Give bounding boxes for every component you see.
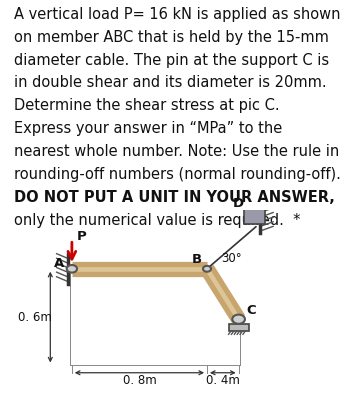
Text: B: B: [192, 253, 202, 266]
Text: on member ABC that is held by the 15-mm: on member ABC that is held by the 15-mm: [14, 29, 329, 45]
Text: nearest whole number. Note: Use the rule in: nearest whole number. Note: Use the rule…: [14, 144, 339, 159]
Text: DO NOT PUT A UNIT IN YOUR ANSWER,: DO NOT PUT A UNIT IN YOUR ANSWER,: [14, 190, 335, 205]
Circle shape: [67, 265, 77, 273]
Text: 30°: 30°: [221, 252, 242, 265]
Text: A vertical load P= 16 kN is applied as shown: A vertical load P= 16 kN is applied as s…: [14, 7, 340, 22]
Text: C: C: [246, 304, 256, 317]
Text: rounding-off numbers (normal rounding-off).: rounding-off numbers (normal rounding-of…: [14, 167, 341, 182]
FancyBboxPatch shape: [244, 205, 265, 223]
Text: A: A: [54, 257, 64, 270]
Text: Determine the shear stress at pic C.: Determine the shear stress at pic C.: [14, 98, 279, 113]
Text: in double shear and its diameter is 20mm.: in double shear and its diameter is 20mm…: [14, 76, 326, 90]
Text: 0. 6m: 0. 6m: [18, 311, 51, 323]
Text: only the numerical value is required.  *: only the numerical value is required. *: [14, 213, 300, 228]
Circle shape: [232, 315, 245, 324]
Text: diameter cable. The pin at the support C is: diameter cable. The pin at the support C…: [14, 52, 329, 68]
Text: 0. 4m: 0. 4m: [206, 374, 240, 386]
Text: Express your answer in “MPa” to the: Express your answer in “MPa” to the: [14, 121, 282, 136]
Circle shape: [203, 266, 211, 272]
FancyBboxPatch shape: [229, 324, 249, 331]
Text: D: D: [233, 197, 244, 210]
Text: 0. 8m: 0. 8m: [122, 374, 156, 386]
Text: P: P: [77, 230, 87, 243]
